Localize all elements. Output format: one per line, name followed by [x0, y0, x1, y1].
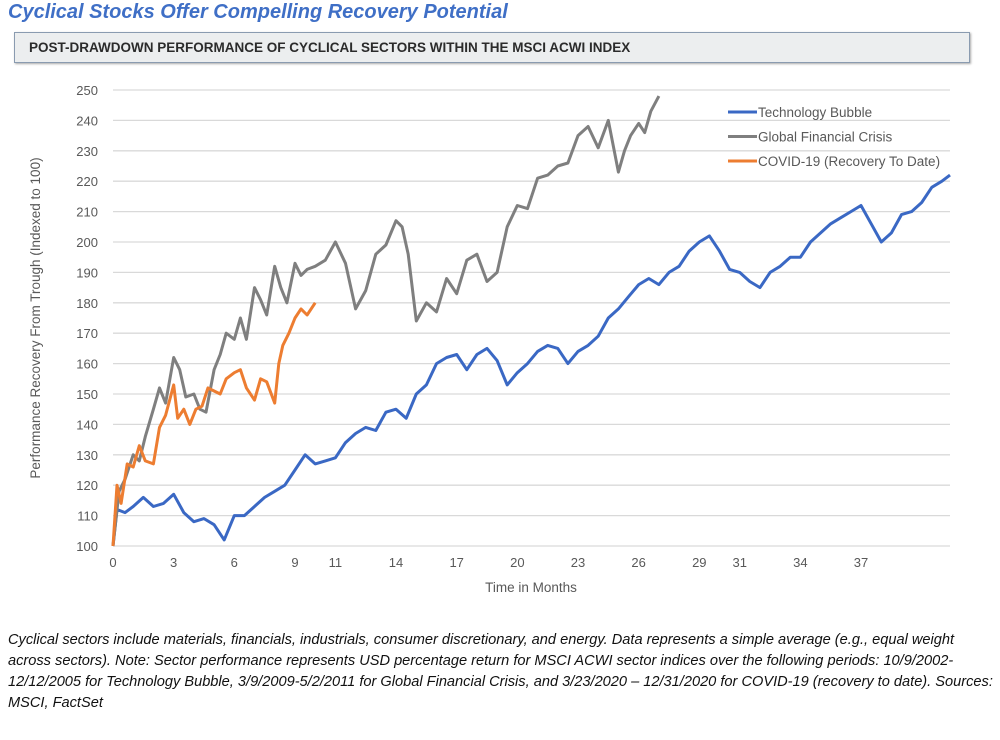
- y-tick-label: 120: [76, 478, 98, 493]
- x-tick-labels: 0 3 6 9 11 14 17 20 23 26 29 31 34 37: [109, 555, 868, 570]
- caption: Cyclical sectors include materials, fina…: [8, 632, 993, 711]
- chart-header-box: POST-DRAWDOWN PERFORMANCE OF CYCLICAL SE…: [14, 32, 970, 63]
- series-line-1: [111, 95, 661, 547]
- x-tick-label: 3: [170, 555, 177, 570]
- x-tick-label: 37: [854, 555, 868, 570]
- series-line-0: [111, 173, 951, 547]
- legend-label: COVID-19 (Recovery To Date): [758, 154, 940, 169]
- y-tick-label: 240: [76, 113, 98, 128]
- y-tick-label: 170: [76, 326, 98, 341]
- y-tick-label: 230: [76, 144, 98, 159]
- y-tick-label: 220: [76, 174, 98, 189]
- x-tick-label: 26: [631, 555, 645, 570]
- x-tick-label: 31: [733, 555, 747, 570]
- x-tick-label: 11: [329, 555, 343, 570]
- x-tick-label: 14: [389, 555, 403, 570]
- y-axis-label: Performance Recovery From Trough (Indexe…: [28, 157, 43, 478]
- legend-label: Technology Bubble: [758, 105, 872, 120]
- y-tick-label: 110: [77, 509, 98, 524]
- x-axis-label: Time in Months: [485, 580, 577, 595]
- series-lines: [111, 95, 951, 547]
- page-title: Cyclical Stocks Offer Compelling Recover…: [8, 1, 508, 23]
- gridlines: [113, 89, 950, 547]
- legend-label: Global Financial Crisis: [758, 130, 893, 145]
- x-tick-label: 9: [291, 555, 298, 570]
- y-tick-label: 180: [76, 296, 98, 311]
- x-tick-label: 6: [231, 555, 238, 570]
- legend: Technology Bubble Global Financial Crisis…: [728, 105, 940, 169]
- chart-header: POST-DRAWDOWN PERFORMANCE OF CYCLICAL SE…: [29, 40, 631, 55]
- line-chart: 1001101201301401501601701801902002102202…: [28, 83, 951, 595]
- x-tick-label: 17: [449, 555, 463, 570]
- x-tick-label: 23: [571, 555, 585, 570]
- x-tick-label: 29: [692, 555, 706, 570]
- y-tick-label: 190: [76, 265, 98, 280]
- y-tick-label: 100: [76, 539, 98, 554]
- y-tick-label: 140: [76, 417, 98, 432]
- series-line-2: [111, 301, 317, 547]
- y-tick-label: 250: [76, 83, 98, 98]
- y-tick-labels: 100 110 120 130 140 150 160 170 180 190 200 210 220 2…: [76, 83, 98, 554]
- x-tick-label: 0: [109, 555, 116, 570]
- y-tick-label: 130: [76, 448, 98, 463]
- y-tick-label: 210: [76, 205, 98, 220]
- y-tick-label: 150: [76, 387, 98, 402]
- x-tick-label: 34: [793, 555, 807, 570]
- y-tick-label: 200: [76, 235, 98, 250]
- x-tick-label: 20: [510, 555, 524, 570]
- y-tick-label: 160: [76, 357, 98, 372]
